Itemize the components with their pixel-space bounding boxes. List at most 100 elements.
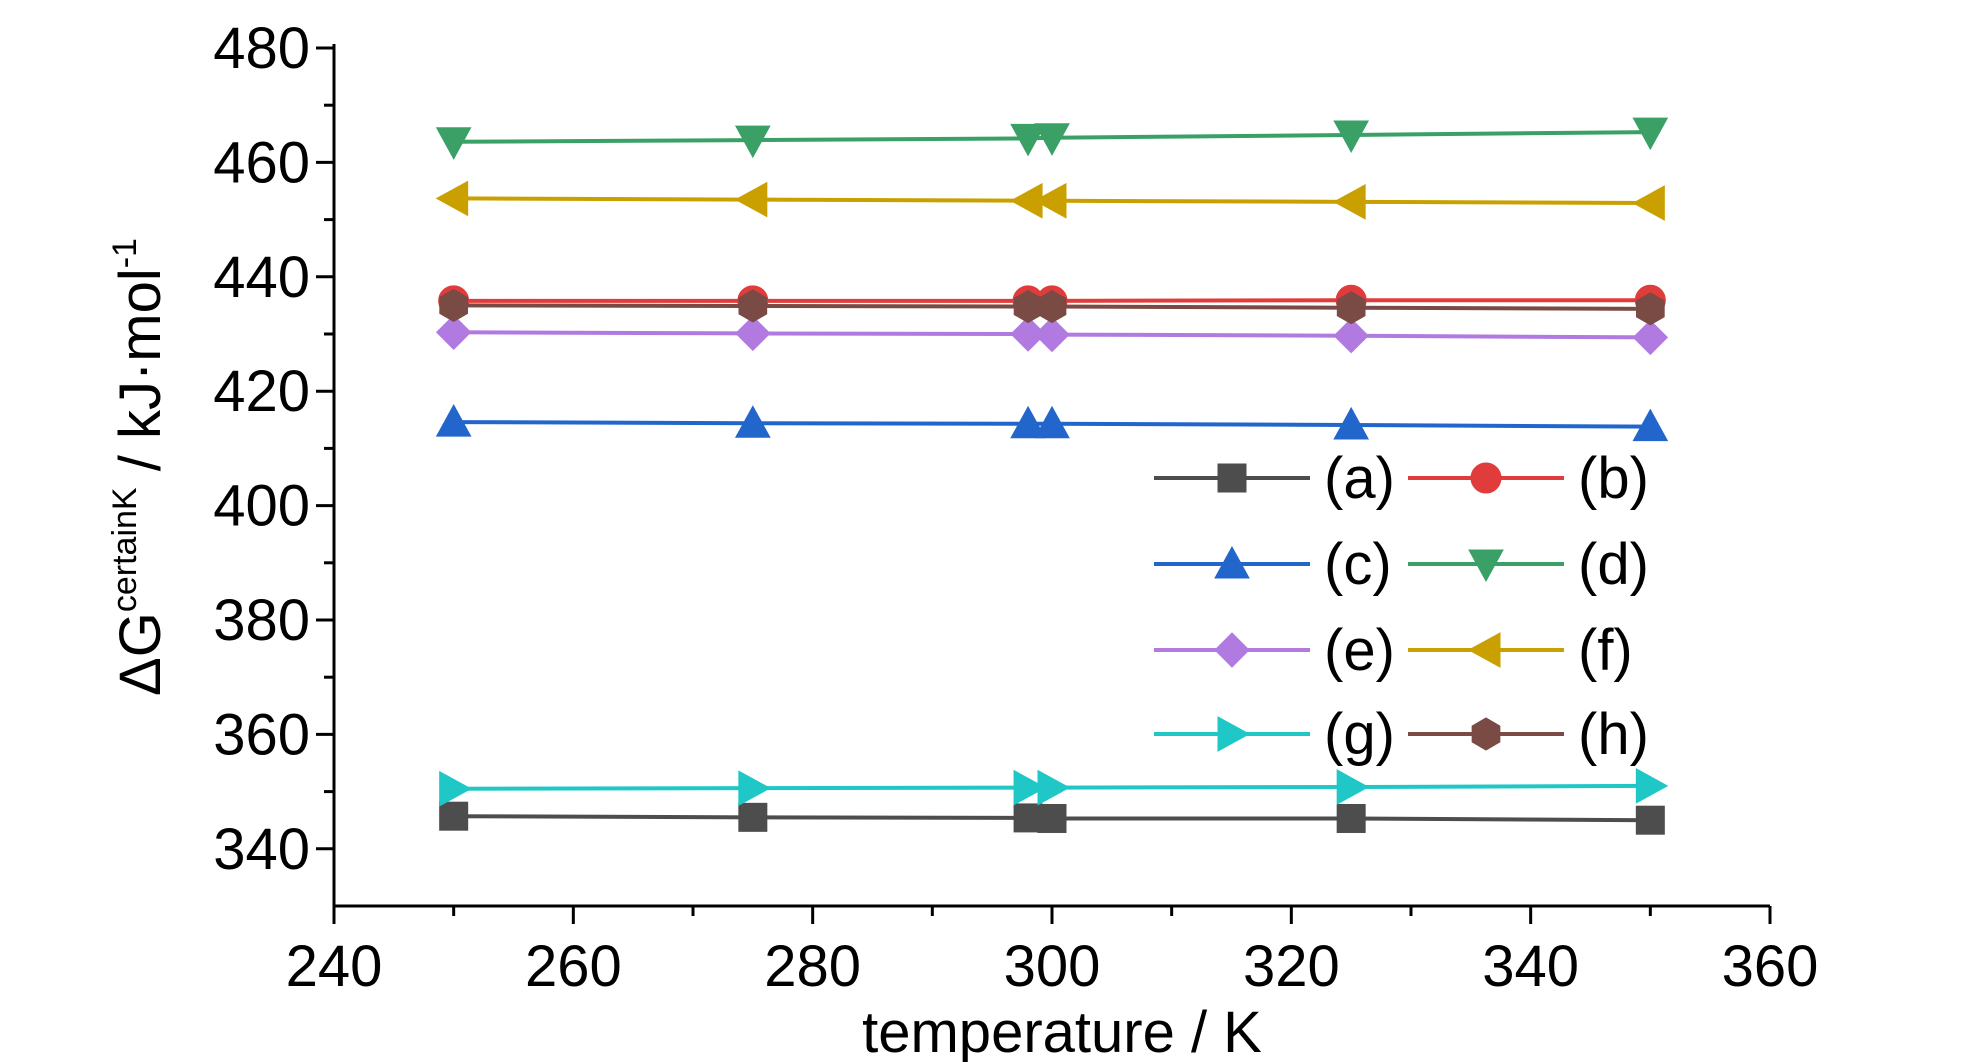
y-tick-label: 440 xyxy=(213,245,310,310)
series-layer xyxy=(435,117,1669,835)
y-axis-title-unit-exponent: -1 xyxy=(106,238,144,268)
data-point xyxy=(435,180,469,217)
legend-label: (h) xyxy=(1578,702,1649,767)
y-tick-label: 360 xyxy=(213,702,310,767)
legend-item: (d) xyxy=(1408,532,1649,597)
legend-item: (h) xyxy=(1408,702,1649,767)
data-point xyxy=(435,404,472,437)
y-axis-title: ΔGcertainK / kJ·mol-1 xyxy=(106,238,173,696)
legend-item: (b) xyxy=(1408,446,1649,511)
data-point xyxy=(735,315,771,352)
legend-item: (f) xyxy=(1408,618,1633,683)
legend-label: (b) xyxy=(1578,446,1649,511)
y-axis-title-prefix: ΔG xyxy=(108,612,173,696)
y-tick-label: 480 xyxy=(213,16,310,81)
data-point xyxy=(1336,291,1366,325)
plot-frame xyxy=(332,44,1770,908)
y-tick-label: 420 xyxy=(213,359,310,424)
data-point xyxy=(1013,803,1043,833)
x-axis-title: temperature / K xyxy=(862,1000,1262,1062)
legend-item: (e) xyxy=(1154,618,1395,683)
legend-marker xyxy=(1214,545,1250,579)
legend-marker xyxy=(1214,632,1250,668)
data-point xyxy=(1037,769,1071,806)
series-line xyxy=(453,420,1651,429)
y-ticks: 340 360 380 400 420 440 460 480 xyxy=(213,16,334,882)
x-ticks: 240 260 280 300 320 340 360 xyxy=(286,906,1819,999)
series-f xyxy=(435,180,1665,221)
data-point xyxy=(738,770,771,807)
data-point xyxy=(1635,805,1665,835)
legend-item: (c) xyxy=(1154,532,1392,597)
y-axis-title-unit: / kJ·mol xyxy=(108,268,173,487)
series-a xyxy=(439,801,1665,835)
data-point xyxy=(1333,184,1366,220)
data-point xyxy=(1013,769,1047,806)
data-point xyxy=(1034,405,1070,439)
data-point xyxy=(1632,117,1669,151)
data-point xyxy=(1037,289,1067,324)
legend: (a) (b) (c) (d) (e) (f) (g) (h) xyxy=(1154,446,1649,767)
data-point xyxy=(1336,803,1366,833)
data-point xyxy=(738,802,768,832)
series-h xyxy=(439,288,1665,326)
x-tick-label: 340 xyxy=(1482,934,1579,999)
legend-label: (e) xyxy=(1324,618,1395,683)
data-point xyxy=(439,801,469,831)
legend-label: (d) xyxy=(1578,532,1649,597)
series-e xyxy=(435,314,1669,356)
x-tick-label: 300 xyxy=(1004,934,1101,999)
data-point xyxy=(435,127,472,160)
data-point xyxy=(738,289,768,323)
data-point xyxy=(1010,316,1046,352)
y-tick-label: 400 xyxy=(213,474,310,539)
data-point xyxy=(1635,768,1669,804)
x-tick-label: 260 xyxy=(525,934,622,999)
legend-label: (a) xyxy=(1324,446,1395,511)
data-point xyxy=(1010,405,1046,439)
data-point xyxy=(1034,316,1070,353)
legend-marker xyxy=(1467,632,1501,668)
legend-item: (a) xyxy=(1154,446,1395,511)
data-point xyxy=(734,405,771,438)
data-point xyxy=(439,770,472,807)
x-tick-label: 240 xyxy=(286,934,383,999)
x-tick-label: 280 xyxy=(764,934,861,999)
data-point xyxy=(1333,406,1370,440)
data-point xyxy=(1333,318,1369,354)
data-point xyxy=(1632,408,1669,442)
y-tick-label: 460 xyxy=(213,130,310,195)
legend-item: (g) xyxy=(1154,702,1395,767)
legend-label: (c) xyxy=(1324,532,1392,597)
legend-marker xyxy=(1217,716,1251,752)
legend-marker xyxy=(1217,463,1247,493)
series-g xyxy=(439,768,1669,807)
legend-label: (f) xyxy=(1578,618,1633,683)
data-point xyxy=(734,181,768,218)
data-point xyxy=(1632,185,1665,221)
data-point xyxy=(1033,182,1067,219)
data-point xyxy=(1632,319,1669,356)
data-point xyxy=(1010,123,1046,157)
y-tick-label: 340 xyxy=(213,817,310,882)
y-tick-label: 380 xyxy=(213,588,310,653)
y-axis-title-superscript: certainK xyxy=(106,487,144,612)
legend-marker xyxy=(1470,462,1502,494)
data-point xyxy=(1037,803,1067,833)
x-tick-label: 320 xyxy=(1243,934,1340,999)
x-tick-label: 360 xyxy=(1722,934,1819,999)
data-point xyxy=(1336,769,1370,805)
legend-marker xyxy=(1468,549,1504,583)
data-point xyxy=(435,314,472,350)
data-point xyxy=(1333,120,1370,153)
data-point xyxy=(1635,292,1665,326)
series-d xyxy=(435,117,1669,160)
series-c xyxy=(435,404,1669,442)
data-point xyxy=(1034,123,1070,156)
legend-label: (g) xyxy=(1324,702,1395,767)
data-point xyxy=(734,125,771,159)
series-line xyxy=(453,130,1651,144)
data-point xyxy=(439,288,469,322)
legend-marker xyxy=(1471,717,1501,751)
